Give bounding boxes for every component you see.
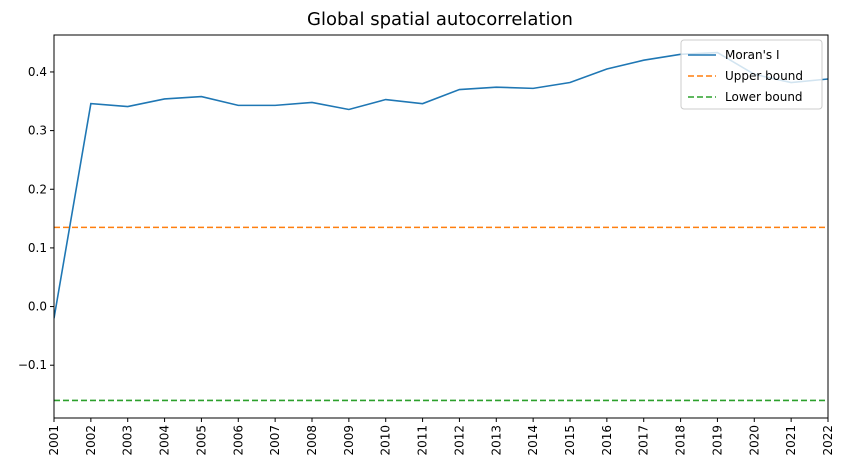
x-tick-label: 2003 [121,425,135,456]
x-tick-label: 2021 [784,425,798,456]
x-tick-label: 2016 [600,425,614,456]
x-tick-label: 2013 [489,425,503,456]
axes-frame [53,34,829,419]
x-tick-label: 2012 [452,425,466,456]
x-tick-label: 2014 [526,425,540,456]
legend-label: Upper bound [725,69,803,83]
x-tick-label: 2006 [231,425,245,456]
x-tick-label: 2005 [194,425,208,456]
x-tick-label: 2009 [342,425,356,456]
x-tick-label: 2008 [305,425,319,456]
y-tick-label: 0.0 [28,300,47,314]
chart-title: Global spatial autocorrelation [307,9,573,30]
y-tick-label: −0.1 [18,358,47,372]
y-tick-label: 0.4 [28,65,47,79]
plot-area: −0.1 0.0 0.1 0.2 0.3 0.4 2001 2002 2003 2004 2005 2… [18,34,835,456]
legend-label: Lower bound [725,90,803,104]
y-tick-label: 0.1 [28,241,47,255]
x-tick-label: 2018 [674,425,688,456]
legend-box [680,39,823,110]
y-tick-label: 0.3 [28,124,47,138]
legend-label: Moran's I [725,48,780,62]
x-tick-label: 2001 [47,425,61,456]
x-tick-label: 2022 [821,425,835,456]
x-tick-label: 2011 [416,425,430,456]
x-tick-label: 2010 [379,425,393,456]
x-tick-label: 2017 [637,425,651,456]
x-tick-label: 2002 [84,425,98,456]
x-tick-label: 2004 [158,425,172,456]
y-tick-label: 0.2 [28,182,47,196]
x-tick-label: 2019 [710,425,724,456]
x-tick-label: 2007 [268,425,282,456]
x-tick-label: 2020 [747,425,761,456]
legend: Moran's I Upper bound Lower bound [680,39,823,110]
x-tick-label: 2015 [563,425,577,456]
